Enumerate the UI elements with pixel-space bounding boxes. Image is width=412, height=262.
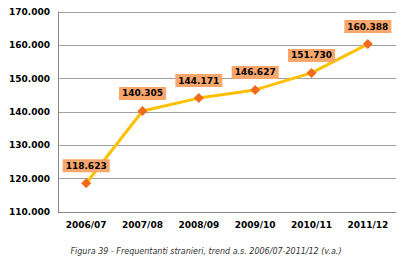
svg-text:150.000: 150.000 [9, 74, 50, 84]
svg-text:Figura 39 - Frequentanti stran: Figura 39 - Frequentanti stranieri, tren… [70, 247, 341, 256]
svg-text:2007/08: 2007/08 [122, 220, 163, 230]
svg-text:151.730: 151.730 [291, 50, 332, 60]
svg-text:2008/09: 2008/09 [178, 220, 219, 230]
svg-text:120.000: 120.000 [9, 174, 50, 184]
svg-text:130.000: 130.000 [9, 140, 50, 150]
svg-text:2011/12: 2011/12 [347, 220, 388, 230]
svg-text:2010/11: 2010/11 [291, 220, 332, 230]
svg-text:144.171: 144.171 [178, 76, 219, 86]
svg-text:2009/10: 2009/10 [235, 220, 276, 230]
svg-text:118.623: 118.623 [66, 161, 107, 171]
svg-text:2006/07: 2006/07 [66, 220, 107, 230]
svg-text:110.000: 110.000 [9, 207, 50, 217]
svg-text:146.627: 146.627 [235, 67, 276, 77]
svg-text:140.305: 140.305 [122, 88, 163, 98]
svg-text:140.000: 140.000 [9, 107, 50, 117]
svg-text:170.000: 170.000 [9, 7, 50, 17]
svg-text:160.388: 160.388 [347, 22, 388, 32]
svg-text:160.000: 160.000 [9, 40, 50, 50]
